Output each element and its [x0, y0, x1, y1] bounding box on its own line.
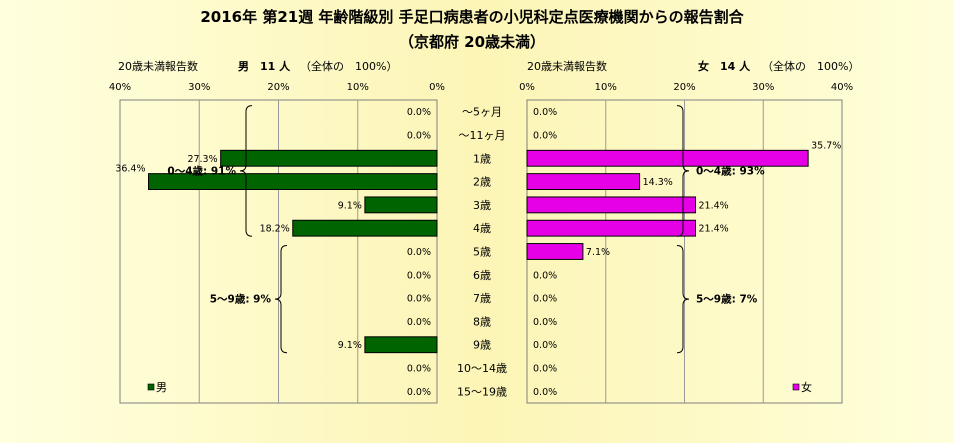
category-label: 1歳	[473, 152, 491, 165]
female-group-brace	[676, 245, 690, 354]
category-label: ～5ヶ月	[462, 106, 502, 119]
male-bar	[292, 219, 438, 237]
male-data-label: 0.0%	[407, 317, 431, 328]
female-bar	[526, 243, 584, 260]
male-data-label: 0.0%	[407, 107, 431, 118]
female-data-label: 0.0%	[533, 340, 557, 351]
category-label: 3歳	[473, 199, 491, 212]
female-group-brace	[676, 105, 690, 237]
female-data-label: 21.4%	[699, 224, 729, 235]
category-label: 15～19歳	[457, 385, 507, 398]
male-x-tick-label: 30%	[188, 82, 210, 93]
female-data-label: 0.0%	[533, 364, 557, 375]
category-label: 9歳	[473, 339, 491, 352]
male-data-label: 0.0%	[407, 387, 431, 398]
male-bar	[148, 173, 438, 191]
male-header-suffix: （全体の 100%）	[300, 59, 397, 73]
female-data-label: 21.4%	[699, 200, 729, 211]
female-bar	[526, 219, 697, 237]
male-x-tick-label: 20%	[267, 82, 289, 93]
male-group-label: 0～4歳: 91%	[167, 164, 236, 177]
male-data-label: 27.3%	[187, 154, 217, 165]
male-data-label: 0.0%	[407, 364, 431, 375]
female-header-count: 女 14 人	[698, 59, 751, 73]
male-group-brace	[239, 105, 253, 237]
female-data-label: 0.0%	[533, 387, 557, 398]
chart-title-line2: （京都府 20歳未満）	[399, 33, 545, 51]
female-header-suffix: （全体の 100%）	[762, 59, 859, 73]
female-x-tick-label: 40%	[831, 82, 853, 93]
female-legend-swatch	[792, 383, 800, 391]
female-data-label: 0.0%	[533, 294, 557, 305]
female-data-label: 0.0%	[533, 270, 557, 281]
female-x-tick-label: 10%	[595, 82, 617, 93]
female-data-label: 0.0%	[533, 107, 557, 118]
male-bar	[364, 336, 438, 354]
male-data-label: 0.0%	[407, 130, 431, 141]
category-label: 4歳	[473, 222, 491, 235]
male-group-brace	[274, 245, 288, 354]
female-header-prefix: 20歳未満報告数	[527, 60, 607, 73]
male-data-label: 9.1%	[338, 200, 362, 211]
male-data-label: 0.0%	[407, 294, 431, 305]
female-x-tick-label: 20%	[673, 82, 695, 93]
category-label: 5歳	[473, 246, 491, 259]
female-group-label: 5～9歳: 7%	[696, 293, 758, 306]
male-legend-label: 男	[156, 381, 167, 394]
category-label: 10～14歳	[457, 362, 507, 375]
female-x-tick-label: 30%	[752, 82, 774, 93]
male-data-label: 9.1%	[338, 340, 362, 351]
male-data-label: 0.0%	[407, 270, 431, 281]
chart-title-line1: 2016年 第21週 年齢階級別 手足口病患者の小児科定点医療機関からの報告割合	[200, 8, 744, 26]
male-x-tick-label: 10%	[347, 82, 369, 93]
male-data-label: 18.2%	[260, 224, 290, 235]
female-data-label: 0.0%	[533, 317, 557, 328]
male-header-prefix: 20歳未満報告数	[118, 60, 198, 73]
female-group-label: 0～4歳: 93%	[696, 164, 765, 177]
female-data-label: 35.7%	[811, 140, 841, 151]
category-label: 7歳	[473, 292, 491, 305]
male-data-label: 36.4%	[115, 164, 145, 175]
female-data-label: 14.3%	[643, 177, 673, 188]
female-x-tick-label: 0%	[519, 82, 535, 93]
male-group-label: 5～9歳: 9%	[210, 293, 272, 306]
female-bar	[526, 173, 641, 191]
male-header-count: 男 11 人	[238, 59, 291, 73]
category-label: 6歳	[473, 269, 491, 282]
female-bar	[526, 149, 809, 167]
male-bar	[364, 196, 438, 214]
female-data-label: 7.1%	[586, 247, 610, 258]
male-bar	[220, 149, 438, 167]
male-x-tick-label: 40%	[109, 82, 131, 93]
female-legend-label: 女	[801, 380, 812, 394]
female-bar	[526, 196, 697, 214]
male-x-tick-label: 0%	[429, 82, 445, 93]
category-label: 2歳	[473, 176, 491, 189]
male-legend-swatch	[147, 383, 155, 391]
category-label: 8歳	[473, 315, 491, 328]
female-data-label: 0.0%	[533, 130, 557, 141]
male-data-label: 0.0%	[407, 247, 431, 258]
category-label: ～11ヶ月	[459, 129, 506, 142]
